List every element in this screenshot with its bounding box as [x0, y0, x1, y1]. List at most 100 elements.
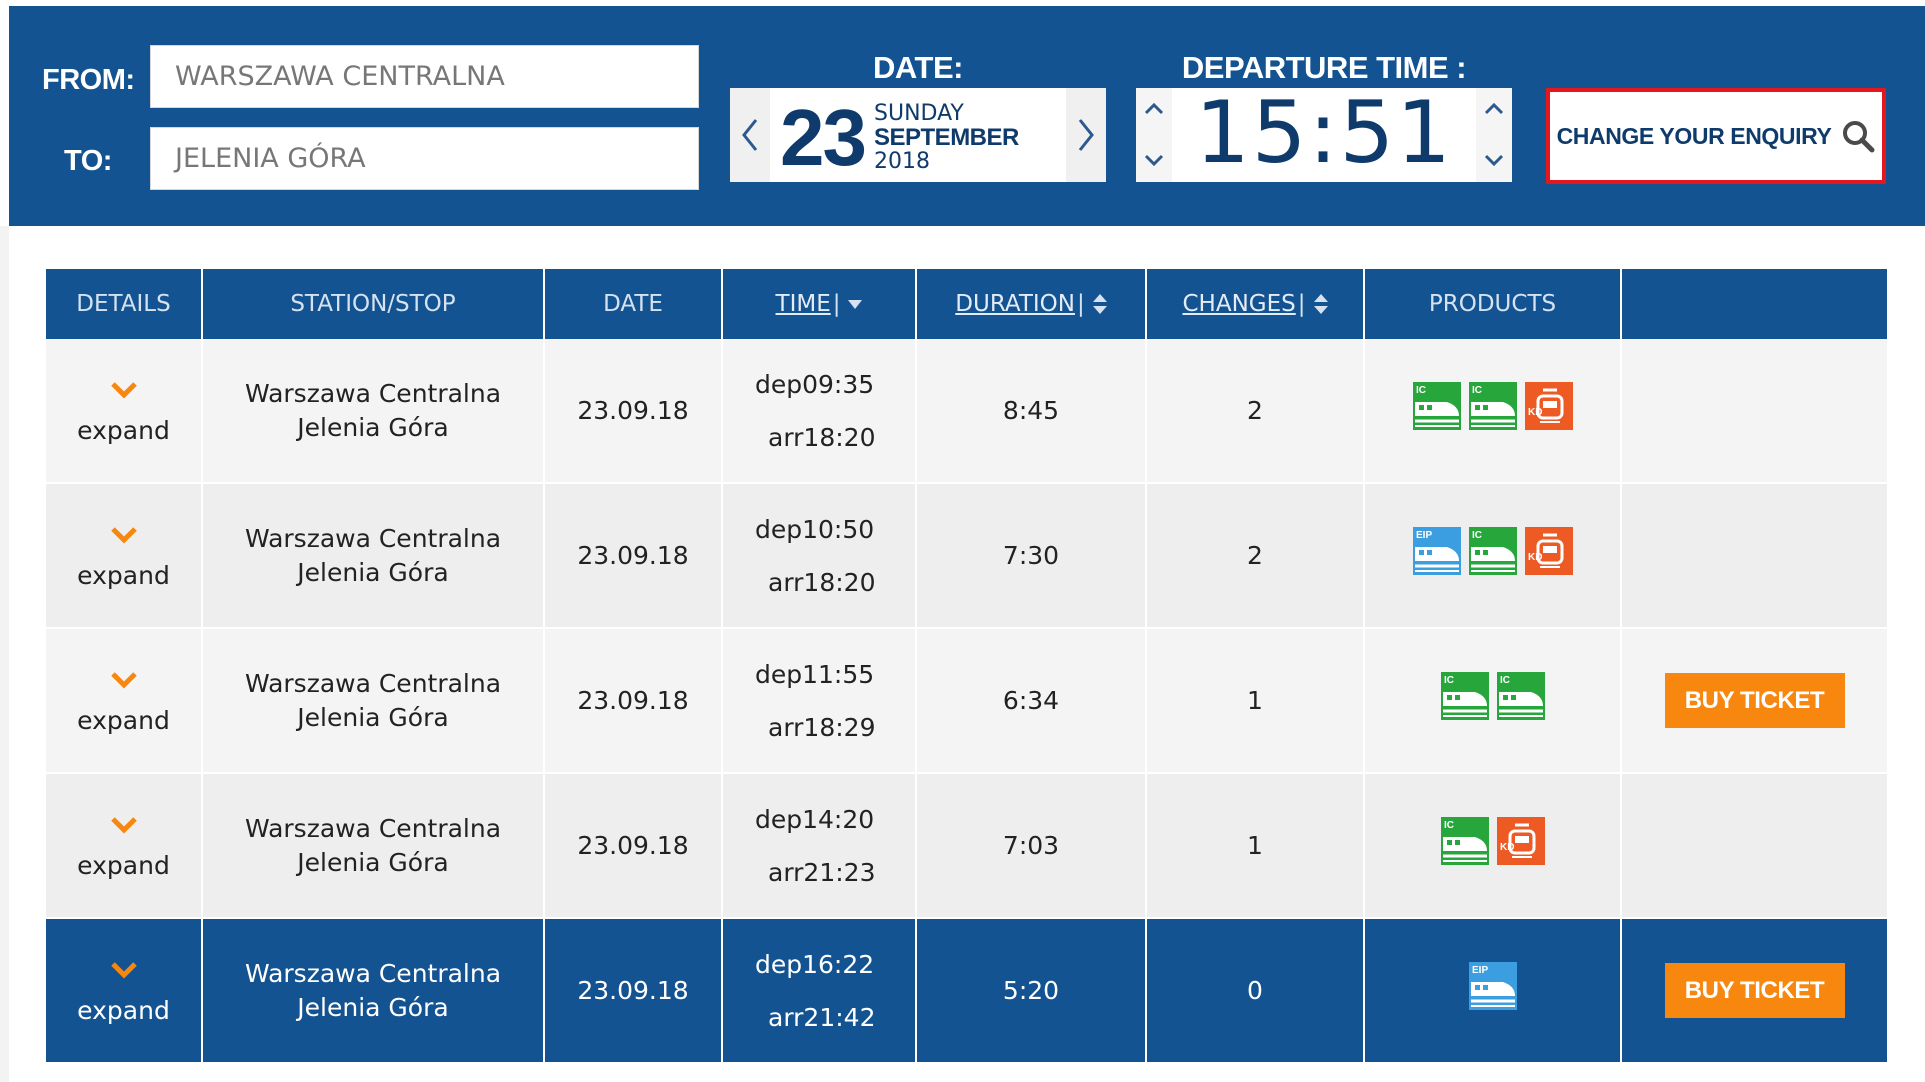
chevron-down-icon [1144, 154, 1164, 167]
to-field-value: JELENIA GÓRA [175, 143, 366, 174]
action-cell [1622, 484, 1887, 627]
column-divider [1145, 774, 1147, 917]
expand-toggle[interactable]: expand [46, 339, 201, 482]
column-time-label: TIME [775, 291, 831, 317]
column-divider [1145, 919, 1147, 1062]
column-divider [201, 774, 203, 917]
table-row: expand Warszawa Centralna Jelenia Góra 23.0… [46, 484, 1887, 627]
date-cell: 23.09.18 [577, 395, 689, 425]
ic-train-icon: IC [1496, 672, 1545, 729]
time-cell: dep16:22 arr21:42 [723, 919, 947, 1062]
date-month: SEPTEMBER [874, 124, 1019, 151]
column-products: PRODUCTS [1428, 291, 1557, 317]
time-cell: dep11:55 arr18:29 [723, 629, 947, 772]
minute-stepper [1476, 88, 1512, 182]
station-cell: Warszawa Centralna Jelenia Góra [203, 629, 543, 772]
sort-desc-icon [848, 299, 863, 309]
from-field[interactable]: WARSZAWA CENTRALNA [150, 45, 699, 108]
sort-both-icon [1092, 294, 1107, 314]
sort-divider: | [1297, 291, 1306, 317]
minute-down-button[interactable] [1484, 151, 1504, 170]
changes-cell: 2 [1247, 395, 1263, 425]
date-cell: 23.09.18 [577, 540, 689, 570]
action-cell: BUY TICKET [1622, 919, 1887, 1062]
header-divider [1363, 269, 1365, 339]
table-row: expand Warszawa Centralna Jelenia Góra 23.0… [46, 339, 1887, 482]
to-field[interactable]: JELENIA GÓRA [150, 127, 699, 190]
arrival-time: arr18:29 [768, 712, 876, 742]
date-cell: 23.09.18 [577, 975, 689, 1005]
station-cell: Warszawa Centralna Jelenia Góra [203, 919, 543, 1062]
column-changes-sort[interactable]: CHANGES | [1147, 269, 1363, 339]
chevron-down-icon [110, 519, 138, 553]
date-next-button[interactable] [1066, 88, 1106, 182]
ic-train-icon: IC [1440, 817, 1489, 874]
svg-text:EIP: EIP [1472, 965, 1488, 976]
column-details: DETAILS [76, 291, 171, 317]
chevron-down-icon [1484, 154, 1504, 167]
column-divider [543, 339, 545, 482]
from-label: FROM: [42, 64, 135, 96]
column-changes-label: CHANGES [1182, 291, 1296, 317]
date-prev-button[interactable] [730, 88, 770, 182]
svg-text:IC: IC [1444, 675, 1454, 686]
column-divider [1363, 629, 1365, 772]
expand-toggle[interactable]: expand [46, 774, 201, 917]
ic-train-icon: IC [1468, 382, 1517, 439]
products-cell: IC IC [1365, 629, 1620, 772]
to-station: Jelenia Góra [297, 557, 449, 587]
header-divider [201, 269, 203, 339]
buy-ticket-button[interactable]: BUY TICKET [1664, 963, 1845, 1018]
column-duration-label: DURATION [955, 291, 1075, 317]
svg-text:KD: KD [1528, 407, 1542, 418]
eip-train-icon: EIP [1468, 962, 1517, 1019]
date-cell: 23.09.18 [577, 830, 689, 860]
departure-time: dep11:55 [755, 659, 875, 689]
departure-time-value[interactable]: 15:51 [1195, 83, 1453, 183]
table-row: expand Warszawa Centralna Jelenia Góra 23.0… [46, 774, 1887, 917]
expand-toggle[interactable]: expand [46, 484, 201, 627]
station-cell: Warszawa Centralna Jelenia Góra [203, 484, 543, 627]
column-station: STATION/STOP [290, 291, 456, 317]
duration-cell: 6:34 [1002, 685, 1060, 715]
kd-train-icon: KD [1524, 382, 1573, 439]
svg-text:IC: IC [1472, 385, 1482, 396]
minute-up-button[interactable] [1484, 100, 1504, 119]
action-cell: BUY TICKET [1622, 629, 1887, 772]
expand-label: expand [77, 995, 170, 1025]
svg-text:IC: IC [1416, 385, 1426, 396]
to-station: Jelenia Góra [297, 412, 449, 442]
date-weekday: SUNDAY [874, 101, 964, 126]
expand-toggle[interactable]: expand [46, 629, 201, 772]
column-time-sort[interactable]: TIME | [723, 269, 915, 339]
column-duration-sort[interactable]: DURATION | [917, 269, 1145, 339]
chevron-down-icon [110, 664, 138, 698]
time-cell: dep10:50 arr18:20 [723, 484, 947, 627]
hour-down-button[interactable] [1144, 151, 1164, 170]
column-divider [915, 629, 917, 772]
buy-ticket-button[interactable]: BUY TICKET [1664, 673, 1845, 728]
date-day: 23 [780, 93, 867, 182]
changes-cell: 2 [1247, 540, 1263, 570]
column-divider [1363, 774, 1365, 917]
header-divider [721, 269, 723, 339]
chevron-up-icon [1484, 102, 1504, 115]
to-station: Jelenia Góra [297, 702, 449, 732]
time-cell: dep14:20 arr21:23 [723, 774, 947, 917]
products-cell: IC KD [1365, 774, 1620, 917]
column-divider [721, 629, 723, 772]
change-enquiry-button[interactable]: CHANGE YOUR ENQUIRY [1546, 88, 1886, 184]
from-station: Warszawa Centralna [244, 958, 502, 988]
column-divider [543, 484, 545, 627]
column-divider [543, 629, 545, 772]
hour-up-button[interactable] [1144, 100, 1164, 119]
column-divider [915, 919, 917, 1062]
column-divider [1620, 919, 1622, 1062]
sort-divider: | [832, 291, 841, 317]
arrival-time: arr18:20 [768, 567, 876, 597]
column-divider [201, 484, 203, 627]
table-header: DETAILS STATION/STOP DATE TIME | DURATIO… [46, 269, 1887, 339]
column-divider [721, 339, 723, 482]
expand-toggle[interactable]: expand [46, 919, 201, 1062]
date-cell: 23.09.18 [577, 685, 689, 715]
